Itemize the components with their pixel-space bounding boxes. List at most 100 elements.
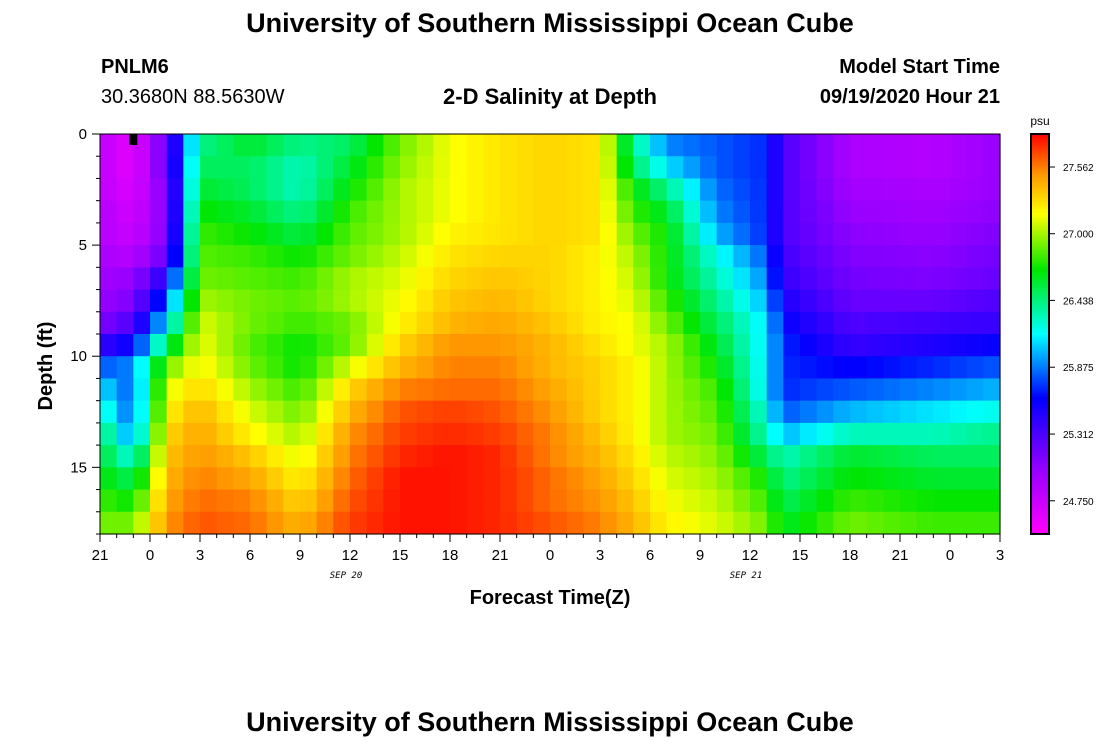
heatmap-cell [866,289,884,313]
heatmap-cell [450,445,468,468]
heatmap-cell [933,445,951,468]
colorbar-tick-label: 24.750 [1063,497,1094,508]
heatmap-cell [916,445,934,468]
heatmap-cell [850,445,868,468]
heatmap-cell [650,422,668,446]
heatmap-cell [516,356,534,380]
heatmap-cell [316,134,334,157]
heatmap-cell [650,334,668,357]
heatmap-cell [416,400,434,424]
heatmap-cell [766,267,784,291]
heatmap-cell [683,222,701,246]
heatmap-cell [633,422,651,446]
heatmap-cell [100,178,118,202]
heatmap-cell [250,489,268,513]
heatmap-cell [983,467,1001,491]
heatmap-cell [216,356,234,380]
heatmap-cell [133,356,151,380]
heatmap-cell [116,334,134,357]
heatmap-cell [800,245,818,268]
heatmap-cell [250,378,268,402]
heatmap-cell [383,245,401,268]
heatmap-cell [933,267,951,291]
heatmap-cell [583,400,601,424]
heatmap-cell [583,489,601,513]
heatmap-cell [800,178,818,202]
heatmap-cell [533,356,551,380]
heatmap-cell [350,356,368,380]
heatmap-cell [833,245,851,268]
heatmap-cell [900,267,918,291]
heatmap-cell [683,334,701,357]
heatmap-cell [250,356,268,380]
heatmap-cell [816,467,834,491]
heatmap-cell [750,311,768,335]
heatmap-cell [766,222,784,246]
heatmap-cell [950,156,968,180]
heatmap-cell [100,156,118,180]
heatmap-cell [233,222,251,246]
heatmap-cell [333,334,351,357]
colorbar-tick-label: 26.438 [1063,296,1094,307]
heatmap-cell [366,356,384,380]
heatmap-cell [633,445,651,468]
heatmap-cell [433,267,451,291]
heatmap-cell [216,334,234,357]
heatmap-cell [166,267,184,291]
heatmap-cell [233,467,251,491]
heatmap-cell [166,311,184,335]
heatmap-cell [183,134,201,157]
heatmap-cell [116,156,134,180]
heatmap-cell [200,311,218,335]
heatmap-cell [516,156,534,180]
heatmap-cell [383,289,401,313]
heatmap-cell [383,134,401,157]
colorbar-bar [1030,133,1050,535]
heatmap-cell [100,511,118,535]
heatmap-cell [883,156,901,180]
heatmap-cell [666,378,684,402]
heatmap-cell [266,400,284,424]
heatmap-cell [450,422,468,446]
heatmap-cell [750,334,768,357]
heatmap-cell [283,134,301,157]
heatmap-cell [783,200,801,224]
heatmap-cell [133,200,151,224]
heatmap-cell [716,445,734,468]
heatmap-cell [483,334,501,357]
heatmap-cell [100,134,118,157]
heatmap-cell [116,267,134,291]
heatmap-cell [966,467,984,491]
heatmap-cell [216,467,234,491]
heatmap-cell [183,200,201,224]
x-tick-label: 3 [596,547,604,564]
heatmap-cell [116,289,134,313]
heatmap-cell [100,267,118,291]
heatmap-cell [183,156,201,180]
x-tick-label: 3 [196,547,204,564]
heatmap-cell [683,445,701,468]
heatmap-cell [633,222,651,246]
heatmap-cell [116,422,134,446]
heatmap-cell [916,200,934,224]
heatmap-cell [133,134,151,157]
heatmap-cell [783,178,801,202]
heatmap-cell [533,489,551,513]
heatmap-cell [383,178,401,202]
heatmap-cell [800,156,818,180]
heatmap-cell [150,156,168,180]
heatmap-cell [850,178,868,202]
heatmap-cell [350,489,368,513]
heatmap-cell [233,289,251,313]
heatmap-cell [250,467,268,491]
heatmap-cell [733,134,751,157]
heatmap-cell [600,156,618,180]
heatmap-cell [450,222,468,246]
heatmap-cell [300,178,318,202]
heatmap-cell [566,200,584,224]
heatmap-cell [483,489,501,513]
heatmap-cell [650,134,668,157]
heatmap-cell [983,289,1001,313]
heatmap-cell [250,156,268,180]
heatmap-cell [583,222,601,246]
